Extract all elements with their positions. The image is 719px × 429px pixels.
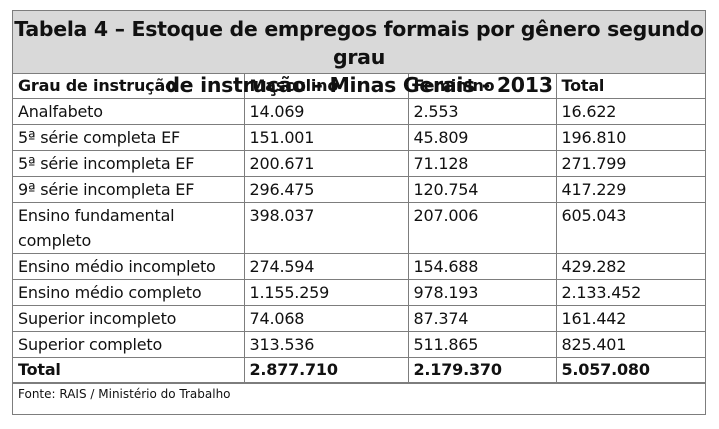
cell-total: 605.043 xyxy=(555,202,705,254)
table-title: Tabela 4 – Estoque de empregos formais p… xyxy=(13,11,705,97)
cell-female: 71.128 xyxy=(407,150,557,177)
total-male: 2.877.710 xyxy=(243,357,409,383)
table-row: Analfabeto 14.069 2.553 16.622 xyxy=(13,98,705,125)
cell-female: 45.809 xyxy=(407,124,557,151)
cell-education: 5ª série incompleta EF xyxy=(13,150,245,177)
table-row: Ensino médio completo 1.155.259 978.193 2.1… xyxy=(13,279,705,306)
table-source: Fonte: RAIS / Ministério do Trabalho xyxy=(13,383,705,404)
header-female: Feminino xyxy=(407,74,557,99)
cell-female: 207.006 xyxy=(407,202,557,254)
cell-total: 271.799 xyxy=(555,150,705,177)
table-row: Superior completo 313.536 511.865 825.401 xyxy=(13,331,705,358)
cell-female: 154.688 xyxy=(407,253,557,280)
cell-female: 2.553 xyxy=(407,98,557,125)
cell-total: 417.229 xyxy=(555,176,705,203)
table-container: Tabela 4 – Estoque de empregos formais p… xyxy=(12,10,706,415)
table-row: 5ª série incompleta EF 200.671 71.128 271.7… xyxy=(13,150,705,177)
cell-education: Ensino fundamental completo xyxy=(13,202,245,254)
table-row: 9ª série incompleta EF 296.475 120.754 417.… xyxy=(13,176,705,203)
table-title-line-1: Tabela 4 – Estoque de empregos formais p… xyxy=(14,17,704,69)
cell-total: 2.133.452 xyxy=(555,279,705,306)
cell-male: 1.155.259 xyxy=(243,279,409,306)
header-row: Grau de instrução Masculino Feminino Tot… xyxy=(13,74,705,99)
cell-female: 978.193 xyxy=(407,279,557,306)
cell-education: Superior incompleto xyxy=(13,305,245,332)
cell-male: 74.068 xyxy=(243,305,409,332)
cell-female: 120.754 xyxy=(407,176,557,203)
cell-male: 296.475 xyxy=(243,176,409,203)
cell-male: 398.037 xyxy=(243,202,409,254)
cell-education: Ensino médio completo xyxy=(13,279,245,306)
cell-total: 825.401 xyxy=(555,331,705,358)
header-male: Masculino xyxy=(243,74,409,99)
cell-male: 14.069 xyxy=(243,98,409,125)
total-label: Total xyxy=(13,357,245,383)
cell-total: 16.622 xyxy=(555,98,705,125)
cell-total: 196.810 xyxy=(555,124,705,151)
table-row: Ensino médio incompleto 274.594 154.688 429… xyxy=(13,253,705,280)
table-row: 5ª série completa EF 151.001 45.809 196.810 xyxy=(13,124,705,151)
total-all: 5.057.080 xyxy=(555,357,705,383)
cell-male: 200.671 xyxy=(243,150,409,177)
cell-male: 313.536 xyxy=(243,331,409,358)
header-education: Grau de instrução xyxy=(13,74,245,99)
cell-male: 151.001 xyxy=(243,124,409,151)
header-total: Total xyxy=(555,74,705,99)
cell-education: 9ª série incompleta EF xyxy=(13,176,245,203)
cell-total: 429.282 xyxy=(555,253,705,280)
cell-male: 274.594 xyxy=(243,253,409,280)
table-row: Ensino fundamental completo 398.037 207.00… xyxy=(13,202,705,254)
cell-education: Analfabeto xyxy=(13,98,245,125)
cell-female: 511.865 xyxy=(407,331,557,358)
cell-female: 87.374 xyxy=(407,305,557,332)
cell-education: Ensino médio incompleto xyxy=(13,253,245,280)
cell-total: 161.442 xyxy=(555,305,705,332)
total-female: 2.179.370 xyxy=(407,357,557,383)
cell-education: 5ª série completa EF xyxy=(13,124,245,151)
table-body: Analfabeto 14.069 2.553 16.622 5ª série comp… xyxy=(13,98,705,383)
employment-table: Grau de instrução Masculino Feminino Tot… xyxy=(13,74,705,383)
total-row: Total 2.877.710 2.179.370 5.057.080 xyxy=(13,357,705,383)
cell-education: Superior completo xyxy=(13,331,245,358)
table-row: Superior incompleto 74.068 87.374 161.442 xyxy=(13,305,705,332)
